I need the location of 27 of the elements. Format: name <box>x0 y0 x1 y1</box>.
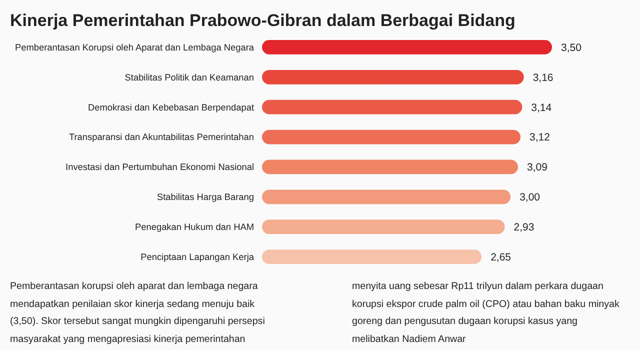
bar <box>262 70 524 84</box>
data-label: 3,14 <box>531 102 552 114</box>
data-label: 2,93 <box>514 222 534 234</box>
chart-title: Kinerja Pemerintahan Prabowo-Gibran dalam Berbagai Bidang <box>10 11 516 30</box>
data-label: 3,16 <box>532 72 554 84</box>
text: Pemberantasan korupsi oleh aparat dan lembaga negara mendapatkan penilaian skor kinerja sedang menuju baik (3,50). Skor tersebut sangat mungkin dipengaruhi persepsi masyarakat yang mengapresiasi kinerja pemerintahan <box>10 280 266 346</box>
data-label: 3,09 <box>527 162 548 174</box>
bar <box>262 160 518 174</box>
bar <box>262 40 552 54</box>
bar <box>262 100 522 114</box>
bar <box>262 190 511 204</box>
data-label: 3,50 <box>561 42 582 54</box>
data-label: 2,65 <box>490 251 512 264</box>
y-tick-label: Pemberantasan Korupsi oleh Aparat dan Lembaga Negara <box>14 42 255 52</box>
data-label: 3,12 <box>530 132 550 144</box>
data-label: 3,00 <box>520 192 540 204</box>
bar <box>262 130 521 144</box>
y-tick-label: Transparansi dan Akuntabilitas Pemerintahan <box>68 132 254 142</box>
text: menyita uang sebesar Rp11 trilyun dalam perkara dugaan korupsi ekspor crude palm oil (CPO) atau bahan baku minyak goreng dan pengusutan dugaan korupsi kasus yang melibatkan Nadiem Anwar <box>352 280 620 346</box>
y-tick-label: Penegakan Hukum dan HAM <box>135 222 254 232</box>
y-tick-label: Investasi dan Pertumbuhan Ekonomi Nasional <box>66 162 254 172</box>
y-tick-label: Stabilitas Politik dan Keamanan <box>124 72 254 82</box>
y-tick-label: Demokrasi dan Kebebasan Berpendapat <box>88 102 254 112</box>
y-tick-label: Penciptaan Lapangan Kerja <box>140 252 255 262</box>
bar <box>262 250 482 264</box>
bar <box>262 220 505 234</box>
y-tick-label: Stabilitas Harga Barang <box>156 192 254 202</box>
